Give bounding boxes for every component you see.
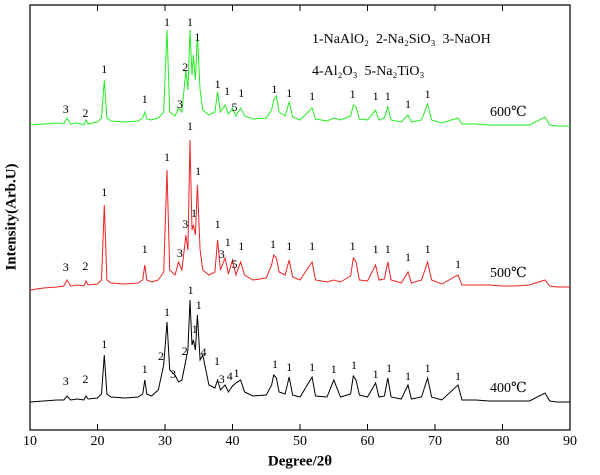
- xrd-trace: [29, 139, 570, 291]
- peak-label: 1: [164, 305, 170, 319]
- peak-label: 1: [373, 89, 379, 103]
- peak-label: 1: [331, 362, 337, 376]
- peak-label: 1: [309, 89, 315, 103]
- peak-label: 1: [286, 360, 292, 374]
- peak-label: 1: [272, 357, 278, 371]
- series-label: 600℃: [490, 105, 527, 120]
- peak-label: 1: [385, 89, 391, 103]
- peak-label: 1: [425, 361, 431, 375]
- peak-label: 1: [234, 366, 240, 380]
- peak-label: 1: [187, 119, 193, 133]
- peak-label: 5: [232, 257, 238, 271]
- peak-label: 1: [373, 242, 379, 256]
- x-tick-label: 40: [226, 434, 240, 449]
- peak-label: 1: [225, 235, 231, 249]
- peak-label: 1: [351, 358, 357, 372]
- peak-label: 1: [191, 206, 197, 220]
- peak-label: 3: [63, 102, 69, 116]
- x-tick-label: 70: [428, 434, 442, 449]
- plot-frame: [29, 4, 571, 431]
- peak-label: 1: [101, 185, 107, 199]
- peak-label: 1: [425, 87, 431, 101]
- legend-text: 4-Al₂O₃ 5-Na₂TiO₃: [312, 64, 424, 79]
- series-label: 500℃: [490, 266, 527, 281]
- peak-label: 1: [309, 239, 315, 253]
- peak-label: 1: [101, 62, 107, 76]
- x-tick-label: 30: [158, 434, 172, 449]
- series-label: 400℃: [490, 381, 527, 396]
- peak-label: 4: [200, 345, 206, 359]
- peak-label: 2: [82, 106, 88, 120]
- peak-label: 1: [194, 30, 200, 44]
- y-axis-label: Intensity(Arb.U): [3, 163, 19, 270]
- x-tick-label: 90: [563, 434, 577, 449]
- peak-label: 1: [286, 239, 292, 253]
- peak-label: 3: [182, 217, 188, 231]
- x-tick-label: 10: [23, 434, 37, 449]
- xrd-trace: [29, 299, 570, 403]
- peak-label: 2: [82, 259, 88, 273]
- peak-label: 3: [177, 97, 183, 111]
- x-tick-label: 20: [91, 434, 105, 449]
- peak-label: 5: [232, 100, 238, 114]
- peak-label: 4: [227, 369, 233, 383]
- peak-label: 1: [309, 360, 315, 374]
- peak-label: 2: [182, 60, 188, 74]
- peak-label: 1: [385, 242, 391, 256]
- peak-label: 3: [170, 367, 176, 381]
- peak-label: 1: [188, 283, 194, 297]
- peak-label: 1: [187, 15, 193, 29]
- peak-label: 1: [164, 150, 170, 164]
- peak-label: 1: [425, 242, 431, 256]
- peak-label: 1: [238, 239, 244, 253]
- peak-label: 3: [219, 247, 225, 261]
- peak-label: 1: [101, 337, 107, 351]
- peak-label: 1: [405, 369, 411, 383]
- peak-label: 1: [350, 239, 356, 253]
- peak-label: 1: [270, 237, 276, 251]
- peak-label: 3: [63, 374, 69, 388]
- peak-label: 3: [177, 246, 183, 260]
- peak-label: 1: [455, 369, 461, 383]
- peak-label: 1: [455, 257, 461, 271]
- peak-label: 1: [164, 15, 170, 29]
- peak-label: 1: [386, 361, 392, 375]
- peak-label: 1: [142, 362, 148, 376]
- xrd-trace: [29, 29, 570, 127]
- peak-label: 1: [224, 84, 230, 98]
- peak-label: 2: [158, 349, 164, 363]
- peak-label: 1: [238, 86, 244, 100]
- x-tick-label: 80: [496, 434, 510, 449]
- x-axis-label: Degree/2θ: [268, 453, 332, 469]
- peak-label: 1: [214, 354, 220, 368]
- peak-label: 1: [192, 322, 198, 336]
- peak-label: 1: [215, 77, 221, 91]
- peak-label: 1: [405, 250, 411, 264]
- peak-label: 1: [286, 86, 292, 100]
- peak-label: 3: [63, 260, 69, 274]
- peak-label: 2: [182, 344, 188, 358]
- peak-label: 1: [215, 217, 221, 231]
- peak-label: 1: [271, 82, 277, 96]
- peak-label: 1: [195, 164, 201, 178]
- peak-label: 1: [373, 367, 379, 381]
- x-tick-label: 50: [293, 434, 307, 449]
- peak-label: 1: [196, 298, 202, 312]
- peak-label: 1: [350, 87, 356, 101]
- peak-label: 1: [142, 242, 148, 256]
- peak-label: 2: [82, 372, 88, 386]
- peak-label: 3: [219, 372, 225, 386]
- legend-text: 1-NaAlO₂ 2-Na₂SiO₃ 3-NaOH: [312, 32, 491, 47]
- peak-label: 1: [405, 97, 411, 111]
- peak-label: 1: [142, 92, 148, 106]
- x-tick-label: 60: [361, 434, 375, 449]
